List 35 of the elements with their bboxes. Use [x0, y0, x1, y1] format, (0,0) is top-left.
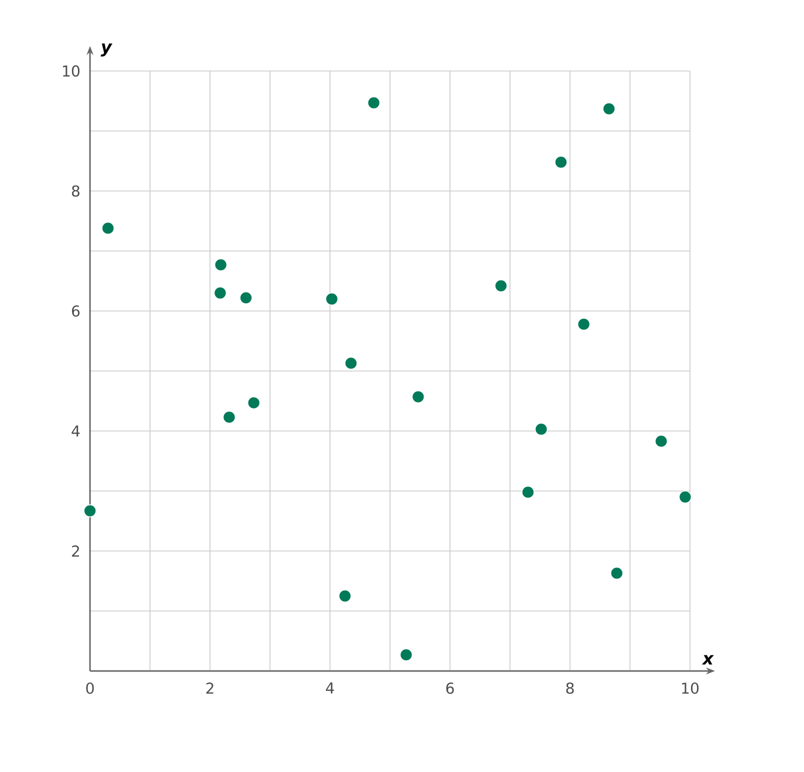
point — [247, 396, 260, 410]
y-tick-label: 6 — [72, 305, 80, 317]
point — [412, 390, 425, 404]
point — [602, 102, 616, 116]
y-axis-title: y — [100, 44, 112, 56]
point — [522, 486, 534, 499]
y-tick-label: 8 — [72, 185, 80, 197]
point — [654, 434, 668, 448]
x-tick-label: 10 — [682, 682, 699, 694]
point — [214, 286, 227, 300]
point — [84, 504, 96, 518]
point — [678, 490, 692, 504]
point — [102, 222, 114, 235]
y-tick-label: 2 — [72, 545, 79, 557]
point — [610, 566, 624, 580]
point — [577, 318, 590, 331]
x-tick-label: 6 — [446, 682, 454, 694]
point — [214, 258, 228, 272]
x-tick-label: 8 — [566, 682, 574, 694]
x-tick-label: 4 — [326, 682, 334, 694]
point — [240, 291, 252, 304]
point — [338, 590, 352, 602]
y-tick-label: 4 — [72, 426, 80, 436]
x-tick-label: 2 — [206, 682, 214, 694]
point — [494, 279, 508, 292]
point — [325, 292, 338, 306]
x-tick-label: 0 — [86, 682, 94, 694]
point — [400, 648, 413, 662]
point — [554, 156, 568, 169]
point — [344, 356, 358, 370]
point — [222, 410, 236, 424]
y-tick-label: 10 — [63, 65, 80, 77]
point — [534, 422, 548, 436]
point — [367, 96, 380, 110]
x-axis-title: x — [702, 655, 714, 664]
